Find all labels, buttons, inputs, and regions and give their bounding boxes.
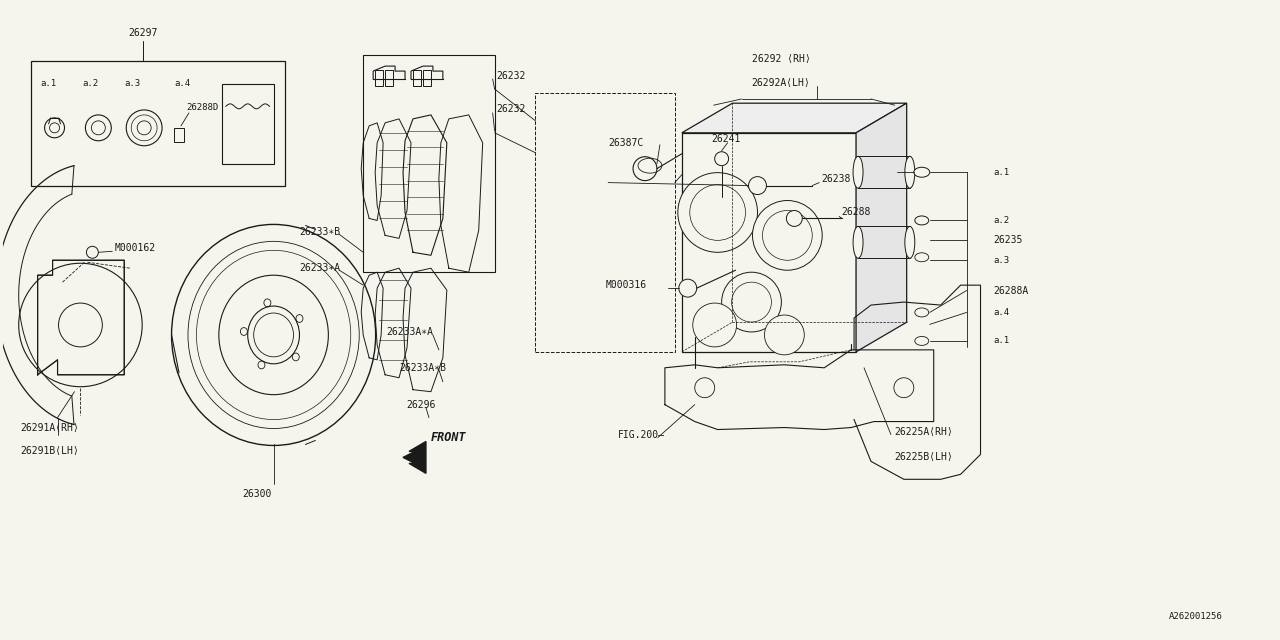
Text: 26288D: 26288D xyxy=(186,104,218,113)
Text: a.4: a.4 xyxy=(993,308,1010,317)
Text: 26232: 26232 xyxy=(497,71,526,81)
Text: a.3: a.3 xyxy=(124,79,141,88)
Ellipse shape xyxy=(915,216,929,225)
Ellipse shape xyxy=(852,156,863,188)
Text: 26238: 26238 xyxy=(822,173,851,184)
Text: A262001256: A262001256 xyxy=(1169,612,1222,621)
Text: 26288: 26288 xyxy=(841,207,870,218)
Circle shape xyxy=(634,157,657,180)
Ellipse shape xyxy=(852,227,863,259)
Bar xyxy=(31,61,284,186)
Circle shape xyxy=(45,118,64,138)
Text: a.1: a.1 xyxy=(993,168,1010,177)
Ellipse shape xyxy=(219,275,329,395)
Bar xyxy=(385,70,393,86)
Text: a.1: a.1 xyxy=(41,79,56,88)
Bar xyxy=(364,55,494,272)
Circle shape xyxy=(695,378,714,397)
Text: 26235: 26235 xyxy=(993,236,1023,245)
Circle shape xyxy=(678,173,758,252)
Text: 26233∗B: 26233∗B xyxy=(300,227,340,237)
Bar xyxy=(174,128,184,142)
Text: 26233A∗A: 26233A∗A xyxy=(387,327,433,337)
Text: a.2: a.2 xyxy=(82,79,99,88)
Bar xyxy=(535,93,675,352)
Text: 26233A∗B: 26233A∗B xyxy=(399,363,445,372)
Ellipse shape xyxy=(248,306,300,364)
Circle shape xyxy=(753,200,822,270)
Text: 26225B⟨LH⟩: 26225B⟨LH⟩ xyxy=(893,452,952,463)
Text: 26291A⟨RH⟩: 26291A⟨RH⟩ xyxy=(20,422,79,433)
Circle shape xyxy=(893,378,914,397)
Bar xyxy=(413,70,421,86)
Bar xyxy=(221,84,274,164)
Ellipse shape xyxy=(905,156,915,188)
Polygon shape xyxy=(682,103,906,133)
Text: 26225A⟨RH⟩: 26225A⟨RH⟩ xyxy=(893,426,952,436)
Polygon shape xyxy=(403,442,426,474)
Bar xyxy=(422,70,431,86)
Circle shape xyxy=(87,246,99,259)
Text: M000162: M000162 xyxy=(114,243,155,253)
Text: a.2: a.2 xyxy=(993,216,1010,225)
Text: FRONT: FRONT xyxy=(431,431,466,444)
Text: 26292A⟨LH⟩: 26292A⟨LH⟩ xyxy=(751,78,810,88)
Ellipse shape xyxy=(905,227,915,259)
Bar xyxy=(375,70,383,86)
Circle shape xyxy=(749,177,767,195)
Circle shape xyxy=(692,303,736,347)
Text: a.1: a.1 xyxy=(993,337,1010,346)
Circle shape xyxy=(86,115,111,141)
Ellipse shape xyxy=(915,253,929,262)
Text: 26291B⟨LH⟩: 26291B⟨LH⟩ xyxy=(20,447,79,456)
Text: 26297: 26297 xyxy=(128,28,157,38)
Polygon shape xyxy=(856,103,906,352)
Text: FIG.200—: FIG.200— xyxy=(618,429,666,440)
Text: a.3: a.3 xyxy=(993,256,1010,265)
Ellipse shape xyxy=(914,167,929,177)
Text: 26288A: 26288A xyxy=(993,285,1029,296)
Text: M000316: M000316 xyxy=(605,280,646,290)
Circle shape xyxy=(714,152,728,166)
Circle shape xyxy=(722,272,781,332)
Circle shape xyxy=(678,279,696,297)
Ellipse shape xyxy=(188,241,360,429)
Text: a.4: a.4 xyxy=(174,79,191,88)
Text: 26241: 26241 xyxy=(712,134,741,144)
Circle shape xyxy=(786,211,803,227)
Text: 26232: 26232 xyxy=(497,104,526,114)
Text: 26296: 26296 xyxy=(406,399,435,410)
Ellipse shape xyxy=(172,225,375,445)
Text: 26233∗A: 26233∗A xyxy=(300,263,340,273)
Polygon shape xyxy=(682,133,856,352)
Circle shape xyxy=(19,263,142,387)
Circle shape xyxy=(127,110,163,146)
Text: 26300: 26300 xyxy=(242,489,271,499)
Circle shape xyxy=(764,315,804,355)
Ellipse shape xyxy=(915,308,929,317)
Text: 26387C: 26387C xyxy=(608,138,644,148)
Ellipse shape xyxy=(915,337,929,346)
Text: 26292 ⟨RH⟩: 26292 ⟨RH⟩ xyxy=(751,54,810,64)
